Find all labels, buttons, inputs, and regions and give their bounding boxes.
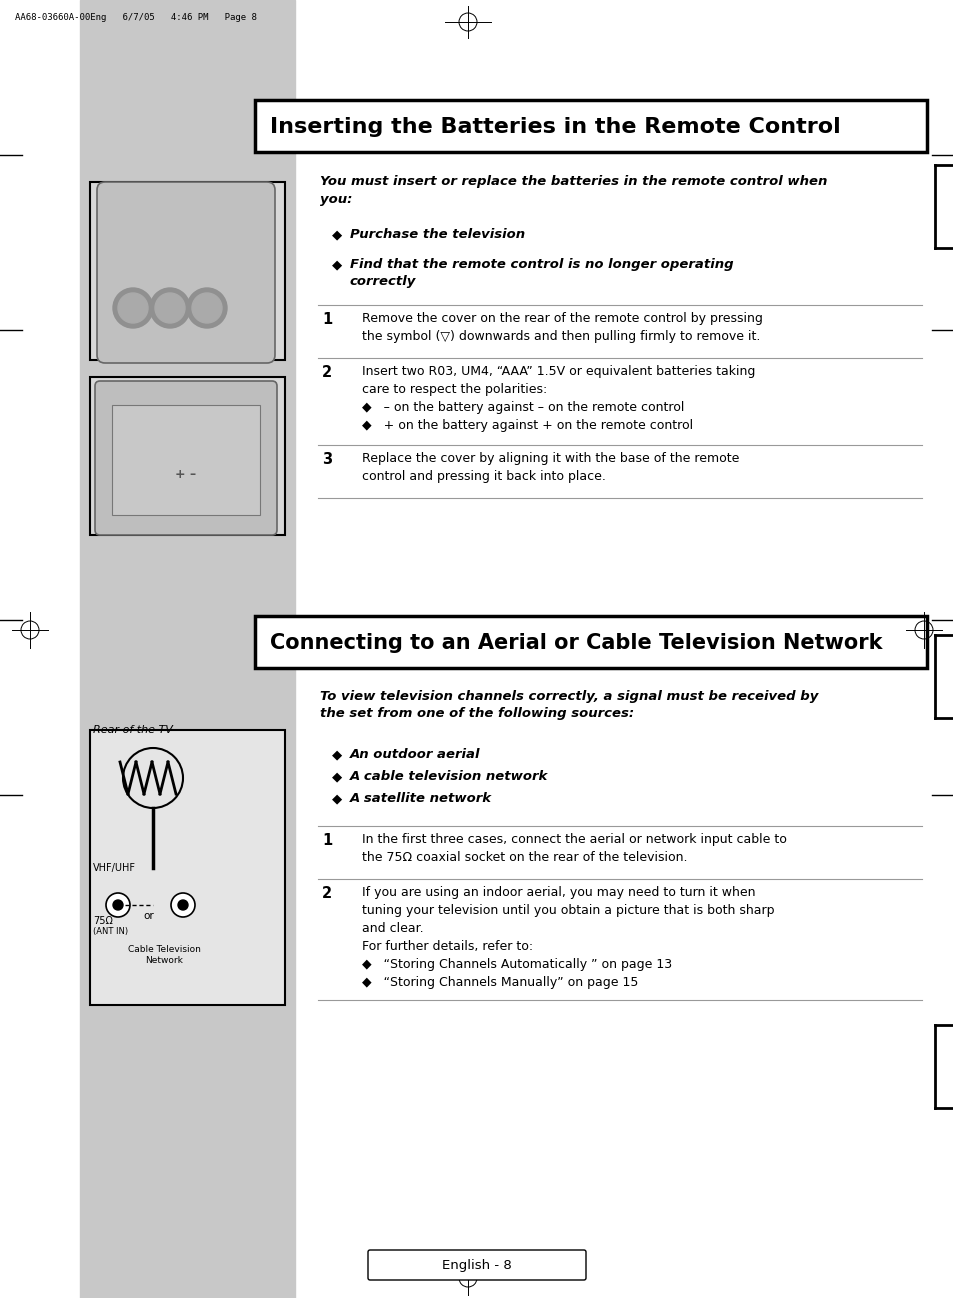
Text: + –: + –	[175, 467, 196, 480]
Text: 75Ω: 75Ω	[92, 916, 112, 925]
Text: You must insert or replace the batteries in the remote control when
you:: You must insert or replace the batteries…	[319, 175, 826, 205]
Text: (ANT IN): (ANT IN)	[92, 927, 128, 936]
Text: 1: 1	[322, 312, 332, 327]
Text: In the first three cases, connect the aerial or network input cable to
the 75Ω c: In the first three cases, connect the ae…	[361, 833, 786, 864]
Text: English - 8: English - 8	[441, 1259, 512, 1272]
Circle shape	[112, 900, 123, 910]
Text: ◆: ◆	[332, 792, 342, 805]
Bar	[90, 182, 285, 360]
Text: ◆: ◆	[332, 748, 342, 761]
Circle shape	[154, 293, 185, 323]
Bar	[254, 617, 926, 668]
Text: Connecting to an Aerial or Cable Television Network: Connecting to an Aerial or Cable Televis…	[270, 633, 882, 653]
Bar	[254, 100, 926, 152]
Text: Replace the cover by aligning it with the base of the remote
control and pressin: Replace the cover by aligning it with th…	[361, 452, 739, 483]
Text: Insert two R03, UM4, “AAA” 1.5V or equivalent batteries taking
care to respect t: Insert two R03, UM4, “AAA” 1.5V or equiv…	[361, 365, 755, 432]
Text: ◆: ◆	[332, 770, 342, 783]
Text: ◆: ◆	[332, 228, 342, 241]
Circle shape	[118, 293, 148, 323]
Circle shape	[171, 893, 194, 916]
Text: 2: 2	[322, 887, 332, 901]
Bar	[80, 0, 294, 1298]
Bar	[112, 405, 260, 515]
Text: If you are using an indoor aerial, you may need to turn it when
tuning your tele: If you are using an indoor aerial, you m…	[361, 887, 774, 989]
Circle shape	[150, 288, 190, 328]
Text: VHF/UHF: VHF/UHF	[92, 863, 136, 874]
Text: Rear of the TV: Rear of the TV	[92, 726, 172, 735]
Bar	[90, 729, 285, 1005]
Text: 1: 1	[322, 833, 332, 848]
Text: 3: 3	[322, 452, 332, 467]
Text: AA68-03660A-00Eng   6/7/05   4:46 PM   Page 8: AA68-03660A-00Eng 6/7/05 4:46 PM Page 8	[15, 13, 256, 22]
Text: 2: 2	[322, 365, 332, 380]
Text: ◆: ◆	[332, 258, 342, 271]
Bar	[90, 376, 285, 535]
Text: Inserting the Batteries in the Remote Control: Inserting the Batteries in the Remote Co…	[270, 117, 840, 138]
Circle shape	[187, 288, 227, 328]
Circle shape	[106, 893, 130, 916]
FancyBboxPatch shape	[97, 182, 274, 363]
Text: Cable Television
Network: Cable Television Network	[128, 945, 200, 966]
Text: or: or	[144, 911, 154, 922]
Text: A satellite network: A satellite network	[350, 792, 492, 805]
Text: Find that the remote control is no longer operating
correctly: Find that the remote control is no longe…	[350, 258, 733, 288]
Text: An outdoor aerial: An outdoor aerial	[350, 748, 480, 761]
Circle shape	[192, 293, 222, 323]
Circle shape	[178, 900, 188, 910]
Text: Purchase the television: Purchase the television	[350, 228, 524, 241]
Text: To view television channels correctly, a signal must be received by
the set from: To view television channels correctly, a…	[319, 691, 818, 720]
Text: Remove the cover on the rear of the remote control by pressing
the symbol (▽) do: Remove the cover on the rear of the remo…	[361, 312, 762, 343]
Text: A cable television network: A cable television network	[350, 770, 548, 783]
Circle shape	[112, 288, 152, 328]
FancyBboxPatch shape	[368, 1250, 585, 1280]
FancyBboxPatch shape	[95, 382, 276, 535]
